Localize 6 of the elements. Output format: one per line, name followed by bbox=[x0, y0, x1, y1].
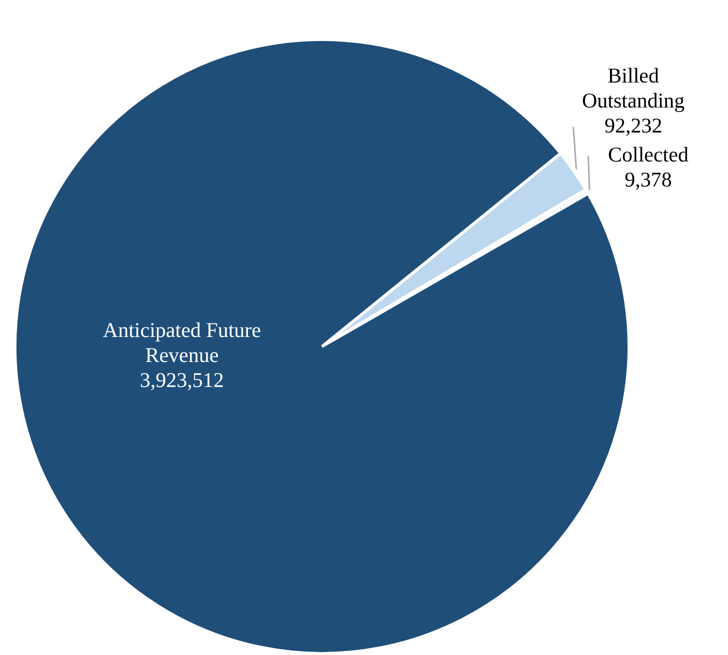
data-label: 3,923,512 bbox=[140, 368, 224, 392]
slice-label: Anticipated Future Revenue bbox=[102, 318, 261, 368]
slice-label: Billed Outstanding bbox=[582, 63, 686, 112]
slice-label: Collected bbox=[608, 142, 689, 166]
data-label: 9,378 bbox=[624, 167, 672, 192]
data-label: 92,232 bbox=[604, 113, 662, 138]
